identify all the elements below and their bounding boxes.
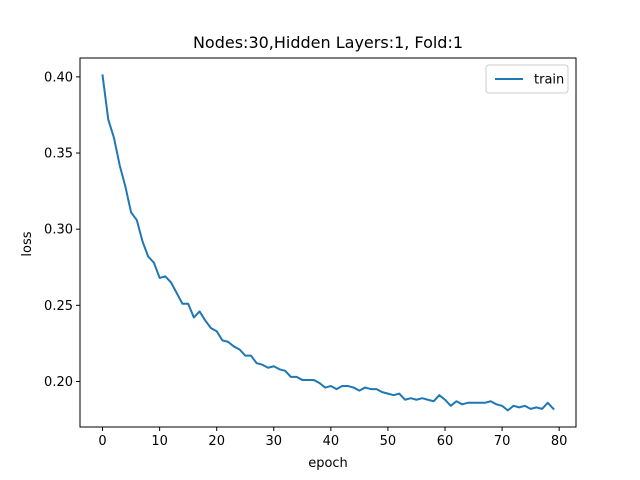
x-tick-label-1: 10 [151, 434, 168, 449]
x-tick-label-2: 20 [208, 434, 225, 449]
chart-title: Nodes:30,Hidden Layers:1, Fold:1 [193, 33, 463, 52]
x-tick-label-4: 40 [323, 434, 340, 449]
legend-box [485, 64, 569, 94]
x-tick-label-0: 0 [98, 434, 106, 449]
y-tick-label-2: 0.30 [44, 223, 73, 238]
legend-label-0: train [534, 73, 564, 88]
plot-area: 0 10 20 30 40 50 60 70 80 0.20 0.25 0.30 0.35 0.40 tra… [44, 57, 577, 449]
y-tick-label-1: 0.25 [44, 299, 73, 314]
series-line-train [101, 74, 555, 412]
x-tick-label-3: 30 [266, 434, 283, 449]
x-tick-label-6: 60 [437, 434, 454, 449]
y-tick-label-3: 0.35 [44, 147, 73, 162]
y-axis-label: loss [20, 231, 35, 256]
y-tick-label-4: 0.40 [44, 70, 73, 85]
x-tick-label-7: 70 [494, 434, 511, 449]
x-axis-label: epoch [308, 456, 348, 471]
y-tick-label-0: 0.20 [44, 375, 73, 390]
axes-frame [79, 57, 577, 428]
x-tick-label-8: 80 [551, 434, 568, 449]
x-tick-label-5: 50 [380, 434, 397, 449]
